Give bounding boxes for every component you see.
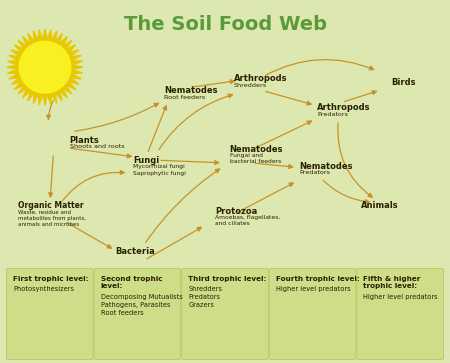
Text: Mycorrhizal fungi
Saprophytic fungi: Mycorrhizal fungi Saprophytic fungi	[133, 164, 185, 176]
Text: Nematodes: Nematodes	[299, 162, 353, 171]
Text: Photosynthesizers: Photosynthesizers	[13, 286, 74, 292]
Text: Predators: Predators	[299, 170, 330, 175]
Polygon shape	[7, 29, 83, 105]
Text: Arthropods: Arthropods	[234, 74, 288, 83]
Text: First trophic level:: First trophic level:	[13, 276, 89, 282]
Text: Fifth & higher
trophic level:: Fifth & higher trophic level:	[364, 276, 421, 289]
Text: Third trophic level:: Third trophic level:	[188, 276, 266, 282]
Text: Predators: Predators	[317, 112, 348, 117]
Text: Organic Matter: Organic Matter	[18, 201, 84, 211]
FancyBboxPatch shape	[269, 269, 356, 359]
Text: Root feeders: Root feeders	[164, 95, 206, 100]
Text: Shredders: Shredders	[234, 83, 267, 88]
Text: Nematodes: Nematodes	[230, 145, 283, 154]
Text: Fungi: Fungi	[133, 156, 159, 165]
Text: Second trophic
level:: Second trophic level:	[101, 276, 162, 289]
FancyBboxPatch shape	[6, 269, 93, 359]
Text: Waste, residue and
metabolites from plants,
animals and microbes: Waste, residue and metabolites from plan…	[18, 209, 86, 227]
Text: Animals: Animals	[361, 201, 399, 211]
Text: Fungal and
bacterial feeders: Fungal and bacterial feeders	[230, 153, 281, 164]
Text: Fourth trophic level:: Fourth trophic level:	[276, 276, 360, 282]
Text: Higher level predators: Higher level predators	[364, 294, 438, 300]
Polygon shape	[19, 41, 71, 93]
FancyBboxPatch shape	[94, 269, 181, 359]
Text: Higher level predators: Higher level predators	[276, 286, 351, 292]
Text: Decomposing Mutualists
Pathogens, Parasites
Root feeders: Decomposing Mutualists Pathogens, Parasi…	[101, 294, 182, 316]
Text: Shoots and roots: Shoots and roots	[70, 144, 124, 150]
FancyBboxPatch shape	[182, 269, 268, 359]
Text: Shredders
Predators
Grazers: Shredders Predators Grazers	[188, 286, 222, 308]
Text: Plants: Plants	[70, 136, 99, 145]
Text: Arthropods: Arthropods	[317, 103, 371, 113]
Text: Nematodes: Nematodes	[164, 86, 218, 95]
FancyBboxPatch shape	[357, 269, 444, 359]
Text: Protozoa: Protozoa	[215, 207, 257, 216]
Text: Amoebas, flagellates,
and ciliates: Amoebas, flagellates, and ciliates	[215, 215, 280, 226]
Text: Birds: Birds	[392, 78, 416, 87]
Text: Bacteria: Bacteria	[115, 247, 155, 256]
Text: The Soil Food Web: The Soil Food Web	[123, 15, 327, 33]
